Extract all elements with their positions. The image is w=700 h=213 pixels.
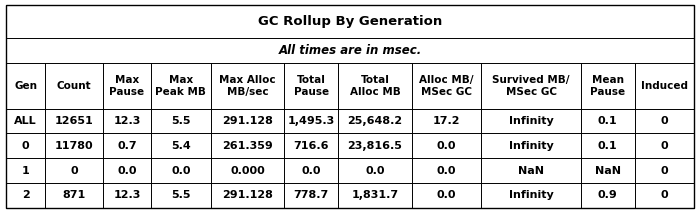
Text: 291.128: 291.128 — [222, 116, 273, 126]
Text: 0: 0 — [661, 166, 668, 176]
Text: 0: 0 — [661, 116, 668, 126]
Text: 0: 0 — [661, 141, 668, 151]
Text: 0.0: 0.0 — [171, 166, 190, 176]
Text: 5.4: 5.4 — [171, 141, 190, 151]
Text: Max Alloc
MB/sec: Max Alloc MB/sec — [219, 75, 276, 96]
Text: Infinity: Infinity — [509, 141, 554, 151]
Text: 291.128: 291.128 — [222, 190, 273, 200]
Text: 0.9: 0.9 — [598, 190, 617, 200]
Text: 0.1: 0.1 — [598, 116, 617, 126]
Text: 0.000: 0.000 — [230, 166, 265, 176]
Text: 17.2: 17.2 — [433, 116, 461, 126]
Text: 0.0: 0.0 — [365, 166, 384, 176]
Text: 0: 0 — [22, 141, 29, 151]
Text: Total
Alloc MB: Total Alloc MB — [349, 75, 400, 96]
Text: 0.0: 0.0 — [118, 166, 136, 176]
Text: 0.7: 0.7 — [117, 141, 136, 151]
Text: 716.6: 716.6 — [293, 141, 329, 151]
Text: 0.0: 0.0 — [437, 141, 456, 151]
Text: 778.7: 778.7 — [293, 190, 329, 200]
Text: 5.5: 5.5 — [171, 116, 190, 126]
Text: 5.5: 5.5 — [171, 190, 190, 200]
Text: 0.0: 0.0 — [302, 166, 321, 176]
Text: 0: 0 — [661, 190, 668, 200]
Text: 1: 1 — [22, 166, 29, 176]
Text: Count: Count — [57, 81, 92, 91]
Text: Max
Pause: Max Pause — [109, 75, 145, 96]
Text: NaN: NaN — [595, 166, 621, 176]
Text: Total
Pause: Total Pause — [293, 75, 329, 96]
Text: NaN: NaN — [518, 166, 544, 176]
Text: 11780: 11780 — [55, 141, 94, 151]
Text: Survived MB/
MSec GC: Survived MB/ MSec GC — [492, 75, 570, 96]
Text: Infinity: Infinity — [509, 116, 554, 126]
Text: 1,831.7: 1,831.7 — [351, 190, 398, 200]
Text: 12.3: 12.3 — [113, 190, 141, 200]
Text: Alloc MB/
MSec GC: Alloc MB/ MSec GC — [419, 75, 474, 96]
Text: 0.0: 0.0 — [437, 166, 456, 176]
Text: 0: 0 — [71, 166, 78, 176]
Text: All times are in msec.: All times are in msec. — [279, 44, 421, 57]
Text: 12.3: 12.3 — [113, 116, 141, 126]
Text: 2: 2 — [22, 190, 29, 200]
Text: 0.0: 0.0 — [437, 190, 456, 200]
Text: Induced: Induced — [641, 81, 688, 91]
Text: Infinity: Infinity — [509, 190, 554, 200]
Text: 1,495.3: 1,495.3 — [288, 116, 335, 126]
Text: GC Rollup By Generation: GC Rollup By Generation — [258, 15, 442, 28]
Text: 261.359: 261.359 — [222, 141, 273, 151]
Text: 12651: 12651 — [55, 116, 94, 126]
Text: Max
Peak MB: Max Peak MB — [155, 75, 206, 96]
Text: ALL: ALL — [14, 116, 37, 126]
Text: 25,648.2: 25,648.2 — [347, 116, 402, 126]
Text: 871: 871 — [63, 190, 86, 200]
Text: Mean
Pause: Mean Pause — [590, 75, 625, 96]
Text: 23,816.5: 23,816.5 — [347, 141, 402, 151]
Text: Gen: Gen — [14, 81, 37, 91]
Text: 0.1: 0.1 — [598, 141, 617, 151]
